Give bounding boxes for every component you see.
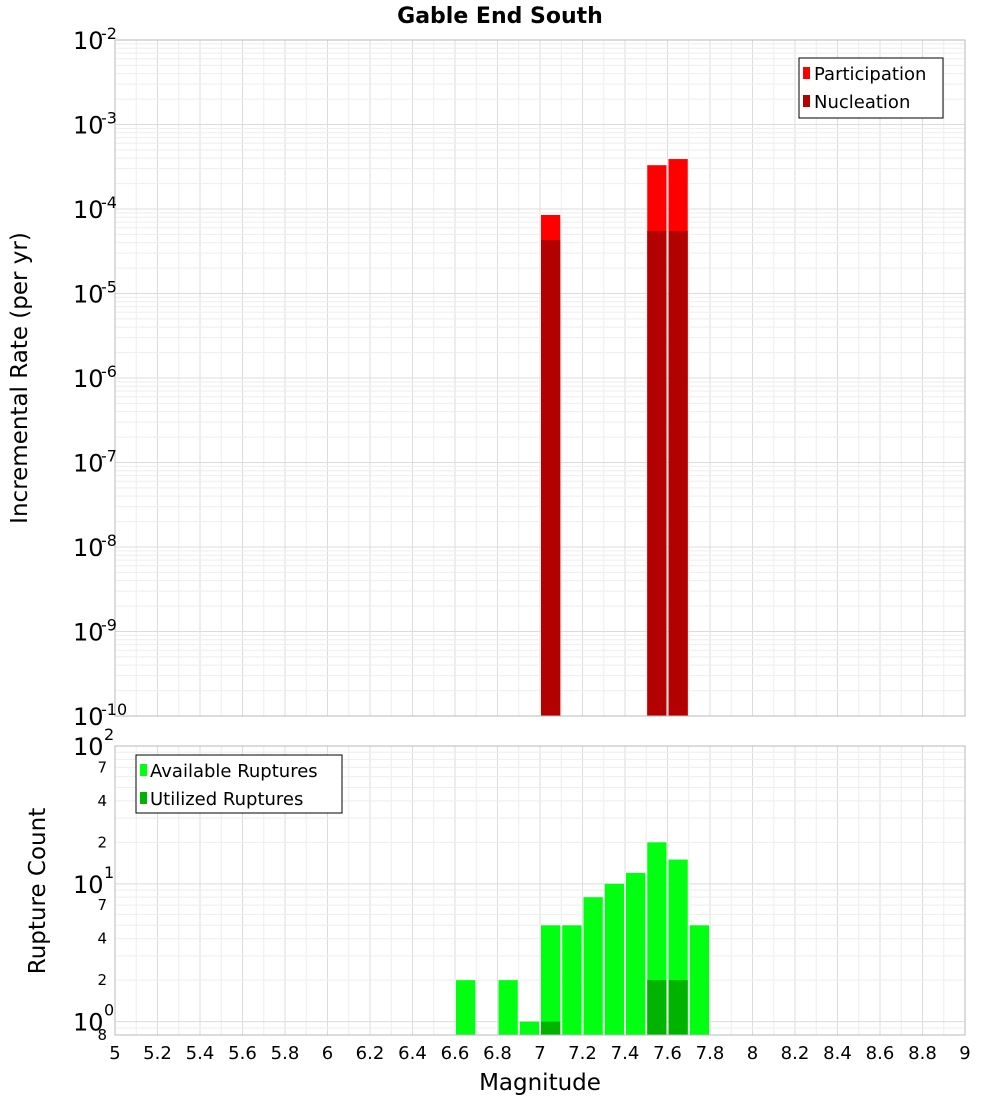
rate-y-tick-label: 10 xyxy=(73,450,104,478)
count-legend: Available Ruptures Utilized Ruptures xyxy=(135,754,343,814)
utilized-ruptures-bar xyxy=(541,1021,561,1035)
x-tick-label: 6.2 xyxy=(356,1043,385,1064)
count-y-tick-exponent: 1 xyxy=(104,863,114,882)
rate-legend-box xyxy=(798,57,944,119)
rate-y-tick-exponent: -8 xyxy=(101,531,117,550)
x-tick-label: 7.2 xyxy=(568,1043,597,1064)
rate-y-tick-label: 10 xyxy=(73,365,104,393)
utilized-ruptures-bar xyxy=(647,980,667,1035)
rate-legend: Participation Nucleation xyxy=(798,57,944,119)
x-tick-label: 6.8 xyxy=(483,1043,512,1064)
count-y-tick-label: 10 xyxy=(73,1009,104,1037)
count-y-minor-label: 7 xyxy=(97,758,107,776)
rate-y-tick-label: 10 xyxy=(73,27,104,55)
x-tick-label: 5.8 xyxy=(271,1043,300,1064)
rate-y-tick-label: 10 xyxy=(73,196,104,224)
x-tick-label: 5.2 xyxy=(143,1043,172,1064)
participation-legend-label: Participation xyxy=(814,64,926,85)
count-y-minor-label: 7 xyxy=(97,896,107,914)
rate-y-tick-exponent: -2 xyxy=(101,24,117,43)
available-ruptures-bar xyxy=(519,1021,539,1035)
available-ruptures-bar xyxy=(498,980,518,1035)
available-ruptures-swatch xyxy=(140,764,147,776)
x-tick-label: 7.8 xyxy=(696,1043,725,1064)
nucleation-bar xyxy=(541,239,561,716)
participation-swatch xyxy=(803,67,810,79)
rate-y-tick-label: 10 xyxy=(73,619,104,647)
chart-title: Gable End South xyxy=(397,4,603,29)
rate-y-tick-exponent: -4 xyxy=(101,193,117,212)
count-y-minor-label: 2 xyxy=(97,833,107,851)
rate-y-tick-exponent: -10 xyxy=(101,700,127,719)
x-tick-label: 7 xyxy=(534,1043,545,1064)
count-plot-bars xyxy=(456,842,709,1035)
available-ruptures-legend-label: Available Ruptures xyxy=(150,761,318,782)
count-y-tick-exponent: 2 xyxy=(104,725,114,744)
rate-y-tick-label: 10 xyxy=(73,703,104,731)
utilized-ruptures-legend-label: Utilized Ruptures xyxy=(150,789,303,810)
x-tick-label: 8.8 xyxy=(908,1043,937,1064)
count-y-minor-label: 2 xyxy=(97,971,107,989)
available-ruptures-bar xyxy=(541,925,561,1035)
count-y-minor-label: 8 xyxy=(97,1026,107,1044)
nucleation-bar xyxy=(668,230,688,717)
x-tick-label: 6.4 xyxy=(398,1043,427,1064)
rate-y-axis-label: Incremental Rate (per yr) xyxy=(7,232,33,524)
nucleation-legend-label: Nucleation xyxy=(814,92,910,113)
x-tick-label: 8.2 xyxy=(781,1043,810,1064)
available-ruptures-bar xyxy=(626,872,646,1035)
x-tick-label: 8.4 xyxy=(823,1043,852,1064)
available-ruptures-bar xyxy=(583,897,603,1035)
x-tick-label: 8.6 xyxy=(866,1043,895,1064)
x-axis-ticks: 5 5.2 5.4 5.6 5.8 6 6.2 6.4 6.6 6.8 7 7.2 7.4 7.6 7.8 8… xyxy=(109,1043,970,1064)
x-tick-label: 6 xyxy=(322,1043,333,1064)
x-tick-label: 5.4 xyxy=(186,1043,215,1064)
x-tick-label: 6.6 xyxy=(441,1043,470,1064)
x-tick-label: 9 xyxy=(959,1043,970,1064)
x-axis-label: Magnitude xyxy=(479,1070,601,1096)
rate-y-tick-label: 10 xyxy=(73,112,104,140)
available-ruptures-bar xyxy=(456,980,476,1035)
x-tick-label: 8 xyxy=(747,1043,758,1064)
count-y-tick-label: 10 xyxy=(73,733,104,761)
nucleation-bar xyxy=(647,230,667,717)
nucleation-swatch xyxy=(803,95,810,107)
available-ruptures-bar xyxy=(604,883,624,1035)
count-y-minor-label: 4 xyxy=(97,930,107,948)
rate-plot-bars xyxy=(541,159,688,717)
x-tick-label: 5 xyxy=(109,1043,120,1064)
available-ruptures-bar xyxy=(562,925,582,1035)
rate-y-tick-exponent: -6 xyxy=(101,362,117,381)
x-tick-label: 7.4 xyxy=(611,1043,640,1064)
count-y-tick-label: 10 xyxy=(73,871,104,899)
rate-plot-grid xyxy=(114,39,966,717)
rate-plot-frame xyxy=(114,39,966,717)
rate-y-tick-exponent: -5 xyxy=(101,278,117,297)
utilized-ruptures-swatch xyxy=(140,792,147,804)
x-tick-label: 7.6 xyxy=(653,1043,682,1064)
count-y-minor-label: 4 xyxy=(97,792,107,810)
rate-y-tick-label: 10 xyxy=(73,534,104,562)
rate-y-tick-exponent: -7 xyxy=(101,447,117,466)
x-tick-label: 5.6 xyxy=(228,1043,257,1064)
rate-y-tick-exponent: -9 xyxy=(101,616,117,635)
available-ruptures-bar xyxy=(689,925,709,1035)
count-y-tick-exponent: 0 xyxy=(104,1001,114,1020)
count-y-axis-label: Rupture Count xyxy=(25,808,51,974)
rate-y-tick-label: 10 xyxy=(73,281,104,309)
rate-y-tick-exponent: -3 xyxy=(101,109,117,128)
count-plot-frame xyxy=(114,745,966,1036)
count-legend-box xyxy=(135,754,343,814)
utilized-ruptures-bar xyxy=(668,980,688,1035)
